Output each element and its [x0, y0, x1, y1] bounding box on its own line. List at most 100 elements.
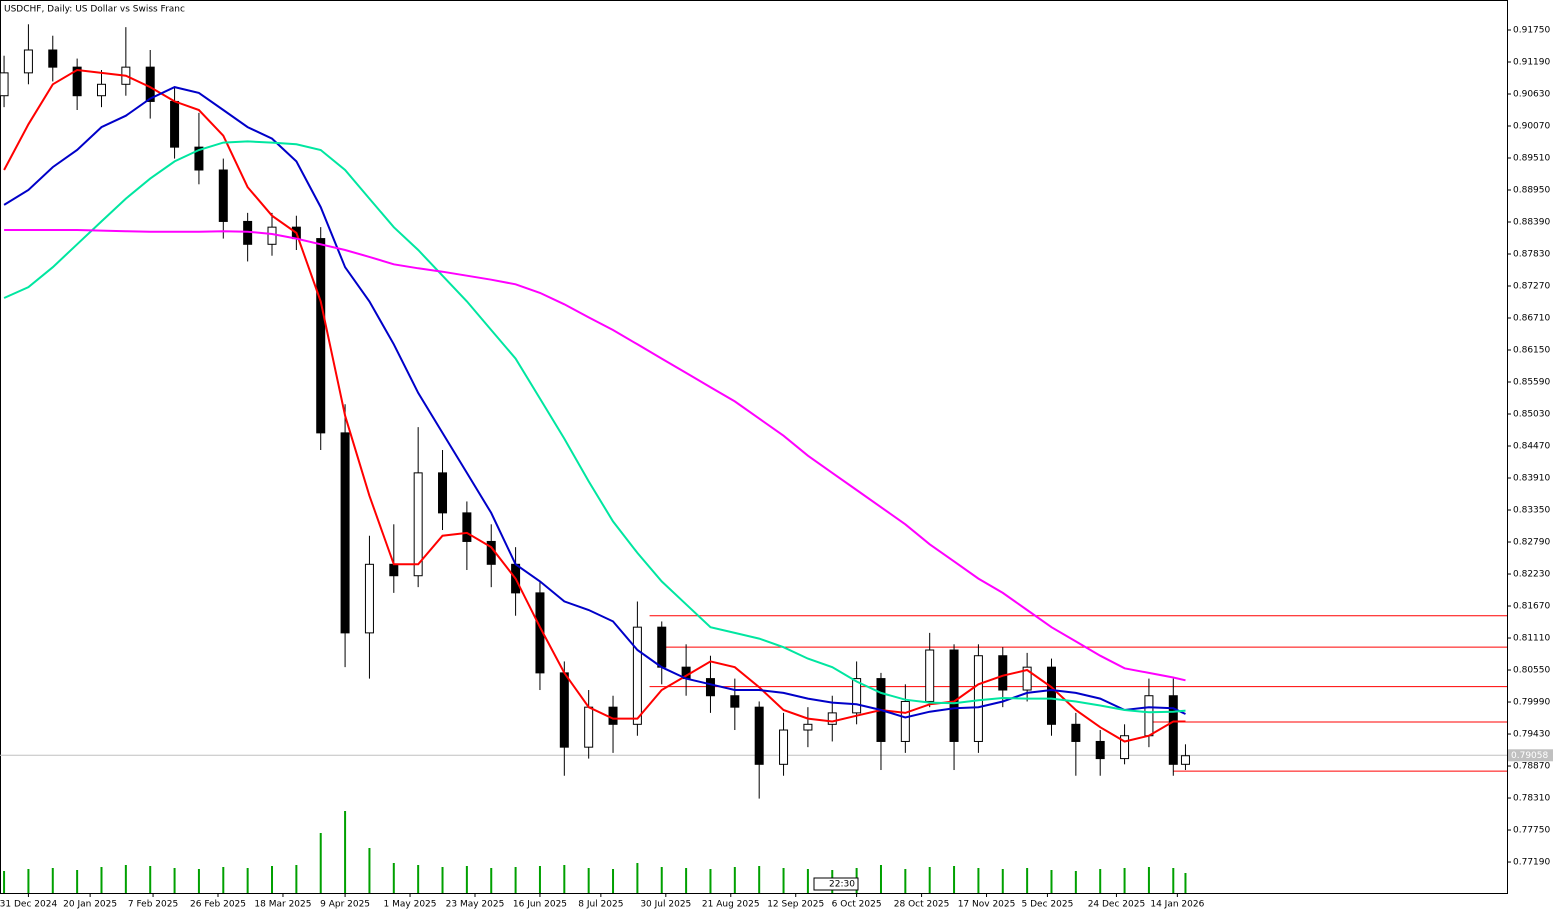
y-tick-label: 0.90070 — [1513, 122, 1550, 132]
volume-bar — [417, 865, 420, 893]
y-tick-label: 0.79430 — [1513, 730, 1550, 740]
moving-average — [3, 68, 1186, 743]
candle-body — [267, 226, 277, 245]
volume-bar — [344, 811, 347, 893]
x-tick-label: 17 Nov 2025 — [958, 900, 1016, 910]
y-tick-label: 0.86710 — [1513, 314, 1550, 324]
volume-bar — [441, 867, 444, 893]
volume-bar — [806, 869, 809, 893]
x-tick-label: 20 Jan 2025 — [63, 900, 117, 910]
volume-bar — [587, 868, 590, 893]
candle-body — [1180, 755, 1190, 765]
volume-bar — [490, 868, 493, 893]
volume-bar — [173, 868, 176, 893]
candle-body — [608, 706, 618, 725]
candle-body — [1095, 740, 1105, 760]
y-tick-label: 0.91190 — [1513, 58, 1550, 68]
volume-bar — [1172, 868, 1175, 893]
volume-bar — [3, 871, 6, 893]
candle-body — [852, 678, 862, 714]
volume-bar — [904, 869, 907, 893]
candle-body — [0, 72, 9, 97]
x-tick-label: 5 Dec 2025 — [1022, 900, 1074, 910]
y-tick-label: 0.83350 — [1513, 506, 1550, 516]
volume-bar — [368, 848, 371, 893]
y-tick-label: 0.82790 — [1513, 538, 1550, 548]
x-tick-label: 24 Dec 2025 — [1088, 900, 1146, 910]
candle-body — [96, 83, 106, 97]
candle-body — [389, 563, 399, 577]
candle-body — [657, 626, 667, 668]
x-tick-label: 21 Aug 2025 — [702, 900, 760, 910]
x-tick-label: 6 Oct 2025 — [832, 900, 882, 910]
x-tick-label: 8 Jul 2025 — [578, 900, 623, 910]
candle-body — [559, 672, 569, 748]
candle-body — [340, 432, 350, 634]
x-tick-label: 7 Feb 2025 — [128, 900, 178, 910]
y-tick-label: 0.80550 — [1513, 666, 1550, 676]
x-tick-label: 26 Feb 2025 — [190, 900, 246, 910]
last-price-box — [1508, 749, 1553, 762]
candle-body — [194, 146, 204, 171]
y-tick-label: 0.90630 — [1513, 90, 1550, 100]
y-tick-label: 0.78870 — [1513, 762, 1550, 772]
chart-title: USDCHF, Daily: US Dollar vs Swiss Franc — [4, 5, 185, 15]
volume-bar — [246, 868, 249, 893]
volume-bar — [1184, 873, 1187, 893]
candle-body — [316, 238, 326, 434]
volume-bar — [295, 865, 298, 893]
moving-average — [3, 140, 1186, 714]
time-label: 22:30 — [829, 880, 855, 890]
volume-bar — [271, 866, 274, 893]
candle-body — [1168, 695, 1178, 765]
x-tick-label: 30 Jul 2025 — [640, 900, 691, 910]
volume-bar — [319, 833, 322, 893]
volume-bar — [1050, 870, 1053, 893]
x-tick-label: 31 Dec 2024 — [0, 900, 57, 910]
y-tick-label: 0.88390 — [1513, 218, 1550, 228]
candle-body — [925, 649, 935, 702]
volume-bar — [514, 867, 517, 893]
volume-bar — [612, 869, 615, 893]
volume-bar — [124, 865, 127, 893]
candle-body — [23, 49, 33, 74]
candle-body — [779, 729, 789, 765]
candle-body — [438, 472, 448, 514]
volume-bar — [100, 867, 103, 893]
candle-body — [705, 678, 715, 697]
candle-body — [1144, 695, 1154, 737]
last-price-label: 0.79058 — [1511, 751, 1548, 761]
candle-body — [900, 700, 910, 742]
x-tick-label: 12 Sep 2025 — [767, 900, 824, 910]
volume-bar — [465, 866, 468, 893]
y-tick-label: 0.91750 — [1513, 26, 1550, 36]
y-tick-label: 0.82230 — [1513, 570, 1550, 580]
y-tick-label: 0.89510 — [1513, 154, 1550, 164]
volume-bar — [197, 869, 200, 893]
volume-bar — [27, 869, 30, 893]
candle-body — [584, 706, 594, 748]
candle-body — [48, 49, 58, 68]
y-tick-label: 0.79990 — [1513, 698, 1550, 708]
volume-bar — [660, 867, 663, 893]
candle-body — [803, 723, 813, 731]
x-tick-label: 14 Jan 2026 — [1150, 900, 1204, 910]
volume-bar — [222, 867, 225, 893]
y-tick-label: 0.78310 — [1513, 794, 1550, 804]
candle-body — [413, 472, 423, 577]
volume-bar — [149, 866, 152, 893]
y-tick-label: 0.88950 — [1513, 186, 1550, 196]
candle-body — [949, 649, 959, 742]
volume-bar — [928, 867, 931, 893]
volume-bar — [685, 868, 688, 893]
plot-frame — [0, 0, 1508, 894]
volume-bar — [879, 865, 882, 893]
candle-body — [998, 655, 1008, 691]
candle-body — [1071, 723, 1081, 742]
candle-body — [754, 706, 764, 765]
volume-bar — [1074, 871, 1077, 893]
volume-bar — [1099, 869, 1102, 893]
candle-body — [1046, 666, 1056, 725]
candle-body — [72, 66, 82, 97]
